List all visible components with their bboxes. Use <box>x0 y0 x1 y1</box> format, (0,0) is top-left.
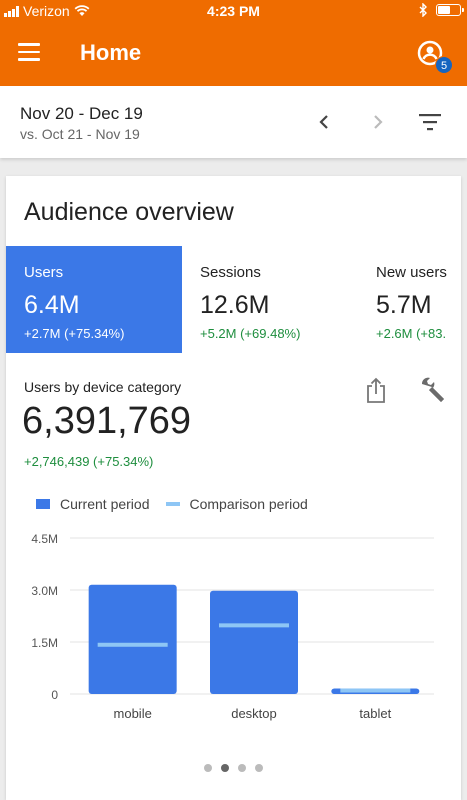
chart-legend: Current period Comparison period <box>36 496 324 512</box>
y-tick-label: 3.0M <box>31 584 58 598</box>
status-right <box>419 3 464 17</box>
metric-value: 6.4M <box>24 291 80 319</box>
metric-label: Sessions <box>200 264 261 281</box>
bar-current <box>210 590 298 694</box>
date-range-bar[interactable]: Nov 20 - Dec 19 vs. Oct 21 - Nov 19 <box>0 86 467 158</box>
audience-overview-card: Audience overview Users 6.4M +2.7M (+75.… <box>6 176 461 800</box>
total-users-delta: +2,746,439 (+75.34%) <box>24 454 154 469</box>
legend-comparison: Comparison period <box>165 496 308 512</box>
x-tick-label: desktop <box>231 706 277 721</box>
y-tick-label: 1.5M <box>31 636 58 650</box>
status-time: 4:23 PM <box>207 3 260 19</box>
legend-current: Current period <box>36 496 150 512</box>
metric-label: Users <box>24 264 64 281</box>
account-button[interactable]: 5 <box>415 38 453 74</box>
metric-tab-new-users[interactable]: New users 5.7M +2.6M (+83. <box>358 246 461 353</box>
metric-value: 5.7M <box>376 291 432 319</box>
page-indicator <box>6 764 461 772</box>
chevron-right-icon[interactable] <box>365 110 389 134</box>
page-dot[interactable] <box>238 764 246 772</box>
metric-value: 12.6M <box>200 291 270 319</box>
notification-badge: 5 <box>435 56 453 74</box>
metric-delta: +2.7M (+75.34%) <box>24 326 125 341</box>
status-bar: Verizon 4:23 PM <box>0 0 467 22</box>
filter-icon[interactable] <box>418 112 442 132</box>
bar-comparison <box>97 642 168 647</box>
app-bar: Home 5 <box>0 22 467 86</box>
device-category-chart: 4.5M 3.0M 1.5M 0 mobile desktop tablet <box>31 532 434 721</box>
x-tick-label: mobile <box>114 706 152 721</box>
section-label: Users by device category <box>24 379 182 395</box>
metric-tabs: Users 6.4M +2.7M (+75.34%) Sessions 12.6… <box>6 246 461 353</box>
wrench-icon[interactable] <box>418 376 446 404</box>
bar-comparison <box>219 623 289 628</box>
wifi-icon <box>74 5 90 16</box>
carrier-info: Verizon <box>4 3 90 19</box>
bar-current <box>88 584 177 694</box>
card-title: Audience overview <box>24 198 234 226</box>
bar-comparison <box>340 688 411 693</box>
legend-current-label: Current period <box>60 496 150 512</box>
metric-tab-users[interactable]: Users 6.4M +2.7M (+75.34%) <box>6 246 182 353</box>
legend-comparison-label: Comparison period <box>189 496 308 512</box>
page-dot[interactable] <box>255 764 263 772</box>
y-tick-label: 4.5M <box>31 532 58 546</box>
account-icon <box>417 40 443 66</box>
share-icon[interactable] <box>364 376 388 404</box>
legend-swatch-current <box>36 499 50 509</box>
signal-icon <box>4 5 19 17</box>
battery-icon <box>436 4 464 16</box>
metric-delta: +2.6M (+83. <box>376 326 447 341</box>
metric-tab-sessions[interactable]: Sessions 12.6M +5.2M (+69.48%) <box>182 246 358 353</box>
date-range[interactable]: Nov 20 - Dec 19 <box>20 104 143 123</box>
menu-icon[interactable] <box>18 43 40 63</box>
chevron-left-icon[interactable] <box>313 110 337 134</box>
date-compare: vs. Oct 21 - Nov 19 <box>20 126 140 142</box>
bluetooth-icon <box>419 3 427 17</box>
page-dot[interactable] <box>204 764 212 772</box>
page-dot[interactable] <box>221 764 229 772</box>
metric-delta: +5.2M (+69.48%) <box>200 326 301 341</box>
total-users-value: 6,391,769 <box>22 400 192 442</box>
metric-label: New users <box>376 264 447 281</box>
legend-swatch-comparison <box>165 502 180 506</box>
x-tick-label: tablet <box>359 706 391 721</box>
y-tick-label: 0 <box>51 688 58 702</box>
carrier-name: Verizon <box>23 3 70 19</box>
page-title: Home <box>80 40 142 65</box>
